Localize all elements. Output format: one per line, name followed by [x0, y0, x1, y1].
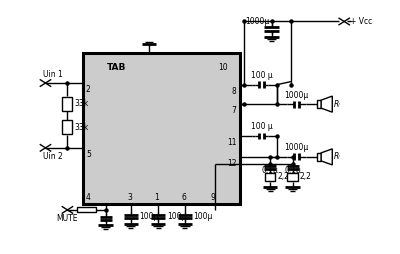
Text: TAB: TAB [107, 63, 126, 72]
Text: 100µ: 100µ [140, 212, 159, 221]
Bar [83, 53, 240, 204]
Text: 0,1µ: 0,1µ [262, 166, 279, 175]
Text: 8: 8 [232, 87, 236, 96]
Text: 12: 12 [227, 159, 236, 168]
Text: 100 µ: 100 µ [251, 71, 272, 80]
Bar [317, 100, 321, 108]
Bar [287, 173, 298, 181]
Text: 100µ: 100µ [194, 212, 213, 221]
Text: 100 µ: 100 µ [251, 122, 272, 131]
Bar [317, 153, 321, 161]
Text: 1000µ: 1000µ [284, 91, 309, 100]
Text: + Vcc: + Vcc [350, 17, 372, 26]
Text: 6: 6 [181, 193, 186, 202]
Text: 11: 11 [227, 138, 236, 147]
Text: Rₗ: Rₗ [334, 152, 341, 161]
Text: Rₗ: Rₗ [334, 100, 341, 109]
Text: 33k: 33k [74, 99, 88, 108]
Polygon shape [321, 96, 332, 112]
Bar [62, 97, 72, 111]
Text: 9: 9 [211, 193, 216, 202]
Polygon shape [321, 149, 332, 165]
Bar [62, 120, 72, 134]
Text: MUTE: MUTE [57, 214, 78, 224]
Text: 5: 5 [86, 150, 91, 159]
Bar [76, 208, 96, 212]
Text: 1: 1 [154, 193, 159, 202]
Text: 2,2: 2,2 [278, 172, 289, 182]
Text: 4: 4 [86, 193, 91, 202]
Text: 10: 10 [218, 63, 228, 72]
Bar [265, 173, 276, 181]
Text: 7: 7 [232, 106, 236, 115]
Text: 1000µ: 1000µ [245, 17, 270, 25]
Text: Uin 1: Uin 1 [44, 70, 63, 78]
Text: 2,2: 2,2 [300, 172, 312, 182]
Text: 33k: 33k [74, 123, 88, 132]
Text: 0,1µ: 0,1µ [284, 166, 301, 175]
Text: 3: 3 [127, 193, 132, 202]
Text: 1000µ: 1000µ [284, 143, 309, 152]
Text: Uin 2: Uin 2 [44, 152, 63, 161]
Text: 100µ: 100µ [167, 212, 186, 221]
Text: 2: 2 [86, 85, 91, 94]
